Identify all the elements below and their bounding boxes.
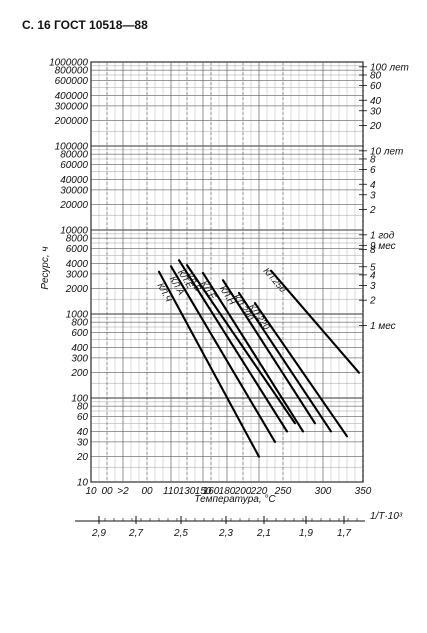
- y-tick-label: 600: [71, 328, 88, 339]
- y-tick-label: 200: [70, 368, 88, 379]
- right-tick-label: 1 мес: [370, 321, 396, 332]
- right-tick-label: 40: [370, 96, 382, 107]
- y-tick-label: 30000: [60, 185, 88, 196]
- y-tick-label: 800000: [55, 66, 89, 77]
- right-tick-label: 60: [370, 81, 382, 92]
- curve-label: КЛ.250: [261, 266, 288, 294]
- x-tick-label: 350: [355, 486, 372, 497]
- chart-curves: КЛ.ЧКЛ.АКЛ.ЕКЛ.ВКЛ.F КЛ.НКЛ.200КЛ.220КЛ.2…: [155, 259, 361, 458]
- y-tick-label: 40: [77, 427, 89, 438]
- x-tick-label: 160: [203, 486, 220, 497]
- right-tick-label: 8: [370, 245, 376, 256]
- right-tick-label: 1 год: [370, 230, 395, 241]
- x-tick-label: >2: [117, 486, 129, 497]
- x-tick-label: 00: [141, 486, 153, 497]
- x-tick-label: 250: [274, 486, 292, 497]
- y-tick-label: 100000: [55, 142, 89, 153]
- right-tick-label: 5: [370, 262, 376, 273]
- y-tick-label: 60: [77, 412, 89, 423]
- x-tick-label: 10: [85, 486, 97, 497]
- x-tick-label: 130: [179, 486, 196, 497]
- right-tick-label: 2: [369, 296, 376, 307]
- reciprocal-tick-label: 2,5: [173, 528, 188, 539]
- x-tick-label: 00: [101, 486, 113, 497]
- y-tick-label: 40000: [60, 175, 88, 186]
- y-tick-label: 10: [77, 478, 89, 489]
- reciprocal-scale: 2,9 2,7 2,5 2,3 2,1 1,9 1,7 1/T·10³: [75, 511, 403, 539]
- x-tick-label: 110: [163, 486, 179, 497]
- x-tick-label: 180: [219, 486, 236, 497]
- y-tick-label: 20000: [59, 200, 88, 211]
- y-tick-label: 80: [77, 402, 89, 413]
- right-tick-label: 100 лет: [370, 62, 409, 73]
- y-tick-label: 10000: [60, 226, 88, 237]
- right-tick-label: 20: [369, 121, 382, 132]
- y-tick-label: 60000: [60, 160, 88, 171]
- page-header: С. 16 ГОСТ 10518—88: [22, 18, 148, 32]
- reciprocal-tick-label: 2,7: [128, 528, 143, 539]
- y-tick-label: 20: [76, 452, 89, 463]
- curve-кл-е: [177, 259, 289, 433]
- right-tick-label: 30: [370, 106, 382, 117]
- right-tick-label: 4: [370, 270, 376, 281]
- curve-кл-250: [269, 269, 361, 374]
- right-tick-label: 8: [370, 154, 376, 165]
- x-tick-label: 150: [195, 486, 212, 497]
- right-tick-label: 9 мес: [370, 241, 396, 252]
- curve-кл-а: [169, 265, 277, 443]
- right-tick-label: 3: [370, 281, 376, 292]
- x-tick-label: 200: [234, 486, 252, 497]
- y-tick-label: 2000: [65, 284, 89, 295]
- right-tick-label: 4: [370, 180, 376, 191]
- reciprocal-tick-label: 2,1: [256, 528, 271, 539]
- y-tick-label: 100: [71, 394, 88, 405]
- x-axis-title: Температура, °С: [194, 494, 276, 505]
- reciprocal-tick-label: 2,9: [91, 528, 106, 539]
- y-tick-label: 400000: [55, 91, 89, 102]
- reciprocal-scale-label: 1/T·10³: [370, 511, 403, 522]
- y-tick-label: 30: [77, 437, 89, 448]
- y-tick-label: 4000: [66, 259, 89, 270]
- y-tick-label: 200000: [54, 116, 89, 127]
- y-tick-label: 3000: [66, 269, 89, 280]
- curve-кл-220: [253, 302, 349, 438]
- x-tick-label: 220: [250, 486, 268, 497]
- right-tick-label: 3: [370, 190, 376, 201]
- y-tick-label: 1000: [66, 310, 89, 321]
- y-tick-label: 300000: [55, 101, 89, 112]
- y-tick-label: 600000: [55, 76, 89, 87]
- x-tick-label: 300: [315, 486, 332, 497]
- y-tick-label: 800: [71, 318, 88, 329]
- y-tick-label: 80000: [60, 150, 88, 161]
- y-tick-label: 6000: [66, 244, 89, 255]
- y-tick-label: 400: [71, 343, 88, 354]
- curve-кл-200: [237, 291, 333, 433]
- reciprocal-tick-label: 1,9: [299, 528, 313, 539]
- y-tick-label: 1000000: [49, 58, 88, 69]
- y-tick-label: 8000: [66, 234, 89, 245]
- curve-кл-ч: [157, 270, 261, 458]
- y-axis-title: Ресурс, ч: [40, 246, 51, 289]
- reciprocal-tick-label: 2,3: [218, 528, 233, 539]
- right-tick-label: 6: [370, 165, 376, 176]
- right-tick-label: 80: [370, 70, 382, 81]
- right-tick-label: 10 лет: [370, 146, 403, 157]
- reciprocal-tick-label: 1,7: [337, 528, 351, 539]
- curve-кл-в: [185, 264, 297, 425]
- curve-кл-н: [221, 279, 317, 425]
- right-tick-label: 2: [369, 205, 376, 216]
- curve-кл-f: [201, 271, 305, 433]
- y-tick-label: 300: [71, 353, 88, 364]
